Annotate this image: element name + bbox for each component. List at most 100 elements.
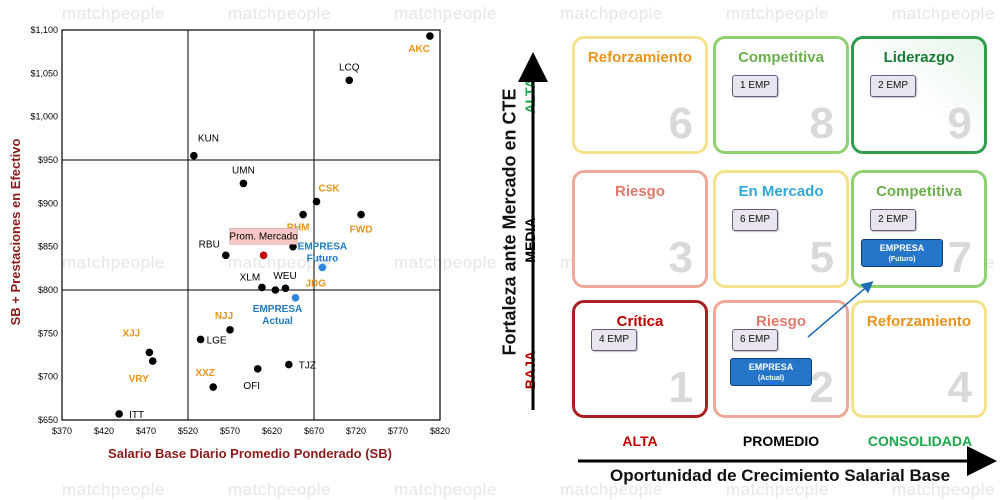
data-point — [345, 76, 354, 85]
data-point — [426, 32, 434, 40]
y-tick-label: $850 — [38, 242, 58, 252]
data-point — [239, 179, 248, 188]
empresa-actual-box: EMPRESA (Actual) — [730, 358, 812, 386]
emp-count-badge: 4 EMP — [591, 329, 637, 351]
emp-count-badge: 1 EMP — [732, 75, 778, 97]
x-tick-label: $520 — [178, 426, 198, 436]
data-point — [190, 151, 198, 160]
emp-count-badge: 2 EMP — [870, 75, 916, 97]
data-point-label: Actual — [262, 316, 293, 327]
data-point — [312, 197, 321, 206]
y-tick-label: $1,050 — [30, 68, 58, 78]
data-point — [259, 251, 268, 260]
x-tick-label: $470 — [136, 426, 156, 436]
data-point-label: FWD — [350, 225, 373, 236]
scatter-chart: $370 $420 $470 $520 $570 $620 $670 $720 $770 $820… — [8, 25, 450, 461]
data-point-label: RHM — [287, 223, 310, 234]
emp-count-badge: 2 EMP — [870, 209, 916, 231]
data-point-label: VRY — [129, 374, 150, 385]
data-point-label: EMPRESA — [253, 304, 302, 315]
row-label-baja: BAJA — [522, 350, 538, 390]
matrix-cell-5: En Mercado 6 EMP 5 — [713, 170, 849, 288]
data-point — [145, 348, 154, 357]
matrix-cell-number: 4 — [947, 363, 972, 412]
matrix-cell-number: 6 — [668, 99, 693, 148]
data-point-label: AKC — [408, 44, 430, 55]
matrix-cell-2: Riesgo 6 EMP 2 — [713, 300, 849, 418]
data-point-label: Prom. Mercado — [229, 231, 298, 242]
data-point-label: LGE — [207, 335, 227, 346]
matrix-cell-title: Riesgo — [614, 183, 665, 200]
matrix-cell-title: Competitiva — [876, 183, 962, 200]
x-tick-label: $670 — [304, 426, 324, 436]
matrix-cell-title: Reforzamiento — [587, 49, 693, 66]
x-tick-label: $770 — [388, 426, 408, 436]
data-point-label: NJJ — [215, 311, 233, 322]
watermark-text: matchpeople — [394, 253, 497, 272]
data-point-label: WEU — [273, 271, 296, 282]
y-tick-label: $1,000 — [30, 112, 58, 122]
data-point-label: EMPRESA — [298, 241, 347, 252]
data-point — [291, 294, 300, 302]
watermark-text: matchpeople — [228, 480, 331, 499]
empresa-actual-title: EMPRESA — [748, 362, 794, 372]
data-point-label: UMN — [232, 165, 255, 176]
data-point-label: KUN — [198, 134, 219, 145]
matrix-cell-number: 1 — [668, 363, 693, 412]
matrix-cell-number: 5 — [809, 233, 834, 282]
x-tick-label: $620 — [262, 426, 282, 436]
column-label-consolidada: CONSOLIDADA — [867, 433, 973, 449]
matrix-cell-number: 7 — [947, 233, 972, 282]
data-point — [299, 210, 307, 219]
data-point — [289, 242, 297, 251]
matrix-cell-9: Liderazgo 2 EMP 9 — [851, 36, 987, 154]
watermark-text: matchpeople — [228, 4, 331, 23]
watermark-text: matchpeople — [726, 480, 829, 499]
matrix-cell-title: Crítica — [616, 313, 664, 330]
data-point — [253, 365, 262, 373]
data-point — [226, 326, 234, 334]
data-point — [258, 283, 266, 292]
data-point-label: XLM — [240, 272, 261, 283]
chart-y-axis-label: SB + Prestaciones en Efectivo — [8, 139, 23, 326]
data-point — [318, 263, 327, 272]
watermark-text: matchpeople — [62, 4, 165, 23]
matrix-cell-number: 9 — [947, 99, 972, 148]
matrix-cell-4: Reforzamiento 4 — [851, 300, 987, 418]
column-label-promedio: PROMEDIO — [742, 433, 820, 449]
watermark-text: matchpeople — [394, 480, 497, 499]
y-tick-label: $900 — [38, 198, 58, 208]
matrix-cell-title: En Mercado — [738, 183, 824, 200]
data-point — [196, 335, 205, 344]
y-tick-label: $650 — [38, 415, 58, 425]
matrix-cell-title: Liderazgo — [883, 49, 955, 66]
data-point-label: ITT — [129, 410, 144, 421]
data-point-label: JDG — [305, 278, 326, 289]
x-tick-label: $370 — [52, 426, 72, 436]
matrix-cell-number: 3 — [668, 233, 693, 282]
y-tick-label: $1,100 — [30, 25, 58, 35]
matrix-y-axis-title: Fortaleza ante Mercado en CTE — [499, 88, 520, 356]
data-point — [222, 251, 230, 260]
data-point-label: CSK — [319, 184, 341, 195]
data-point — [281, 284, 290, 293]
matrix-cell-1: Crítica 4 EMP 1 — [572, 300, 708, 418]
data-point — [209, 383, 217, 391]
matrix-cell-number: 2 — [809, 363, 834, 412]
empresa-futuro-box: EMPRESA (Futuro) — [861, 239, 943, 267]
matrix-cell-7: Competitiva 2 EMP 7 — [851, 170, 987, 288]
data-point-label: TJZ — [299, 361, 316, 372]
empresa-futuro-sub: (Futuro) — [888, 256, 916, 263]
row-label-alta: ALTA — [522, 78, 538, 114]
y-tick-label: $800 — [38, 285, 58, 295]
x-tick-label: $420 — [94, 426, 114, 436]
emp-count-badge: 6 EMP — [732, 329, 778, 351]
emp-count-badge: 6 EMP — [732, 209, 778, 231]
data-point-label: XJJ — [122, 328, 140, 339]
data-point — [357, 210, 365, 219]
matrix-cell-3: Riesgo 3 — [572, 170, 708, 288]
matrix-cell-title: Competitiva — [738, 49, 824, 66]
watermark-text: matchpeople — [62, 480, 165, 499]
prom-mercado-box — [229, 228, 298, 245]
matrix-cell-title: Riesgo — [755, 313, 806, 330]
